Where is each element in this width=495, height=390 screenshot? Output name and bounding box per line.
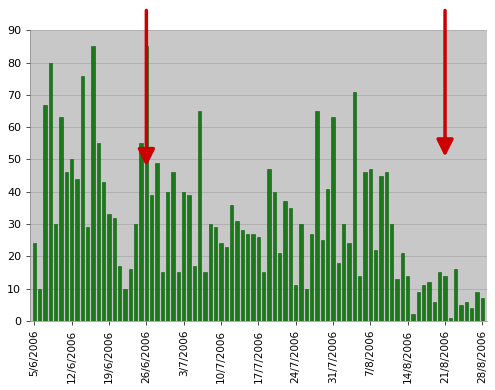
Bar (123, 289, 127, 321)
Bar (385, 172, 388, 321)
Bar (209, 224, 212, 321)
Bar (92, 46, 95, 321)
Bar (38, 289, 41, 321)
Bar (267, 169, 271, 321)
Bar (438, 273, 442, 321)
Bar (134, 224, 137, 321)
Bar (161, 273, 164, 321)
Bar (33, 243, 36, 321)
Bar (155, 163, 158, 321)
Bar (332, 117, 335, 321)
Bar (284, 201, 287, 321)
Bar (59, 117, 63, 321)
Bar (113, 218, 116, 321)
Bar (411, 314, 415, 321)
Bar (150, 195, 153, 321)
Bar (166, 192, 169, 321)
Bar (236, 221, 239, 321)
Bar (380, 176, 383, 321)
Bar (326, 188, 329, 321)
Bar (342, 224, 346, 321)
Bar (428, 282, 431, 321)
Bar (44, 105, 47, 321)
Bar (337, 263, 340, 321)
Bar (363, 172, 367, 321)
Bar (177, 273, 180, 321)
Bar (140, 143, 143, 321)
Bar (188, 195, 191, 321)
Bar (129, 269, 132, 321)
Bar (171, 172, 175, 321)
Bar (422, 285, 425, 321)
Bar (54, 224, 57, 321)
Bar (198, 111, 201, 321)
Bar (246, 234, 249, 321)
Bar (193, 266, 196, 321)
Bar (145, 46, 148, 321)
Bar (353, 92, 356, 321)
Bar (257, 237, 260, 321)
Bar (310, 234, 313, 321)
Bar (289, 208, 292, 321)
Bar (475, 292, 479, 321)
Bar (390, 224, 394, 321)
Bar (262, 273, 265, 321)
Bar (470, 308, 473, 321)
Bar (251, 234, 254, 321)
Bar (374, 250, 377, 321)
Bar (401, 253, 404, 321)
Bar (294, 285, 297, 321)
Bar (49, 62, 52, 321)
Bar (225, 246, 228, 321)
Bar (459, 305, 463, 321)
Bar (214, 227, 217, 321)
Bar (305, 289, 308, 321)
Bar (347, 243, 350, 321)
Bar (107, 215, 110, 321)
Bar (219, 243, 223, 321)
Bar (273, 192, 276, 321)
Bar (321, 240, 324, 321)
Bar (315, 111, 319, 321)
Bar (299, 224, 302, 321)
Bar (449, 318, 452, 321)
Bar (278, 253, 281, 321)
Bar (358, 276, 361, 321)
Bar (369, 169, 372, 321)
Bar (70, 160, 73, 321)
Bar (102, 182, 105, 321)
Bar (481, 298, 484, 321)
Bar (182, 192, 185, 321)
Bar (465, 301, 468, 321)
Bar (81, 76, 84, 321)
Bar (444, 276, 446, 321)
Bar (86, 227, 89, 321)
Bar (97, 143, 100, 321)
Bar (406, 276, 409, 321)
Bar (203, 273, 206, 321)
Bar (65, 172, 68, 321)
Bar (396, 279, 398, 321)
Bar (241, 230, 244, 321)
Bar (230, 205, 233, 321)
Bar (454, 269, 457, 321)
Bar (118, 266, 121, 321)
Bar (433, 301, 436, 321)
Bar (417, 292, 420, 321)
Bar (75, 179, 79, 321)
